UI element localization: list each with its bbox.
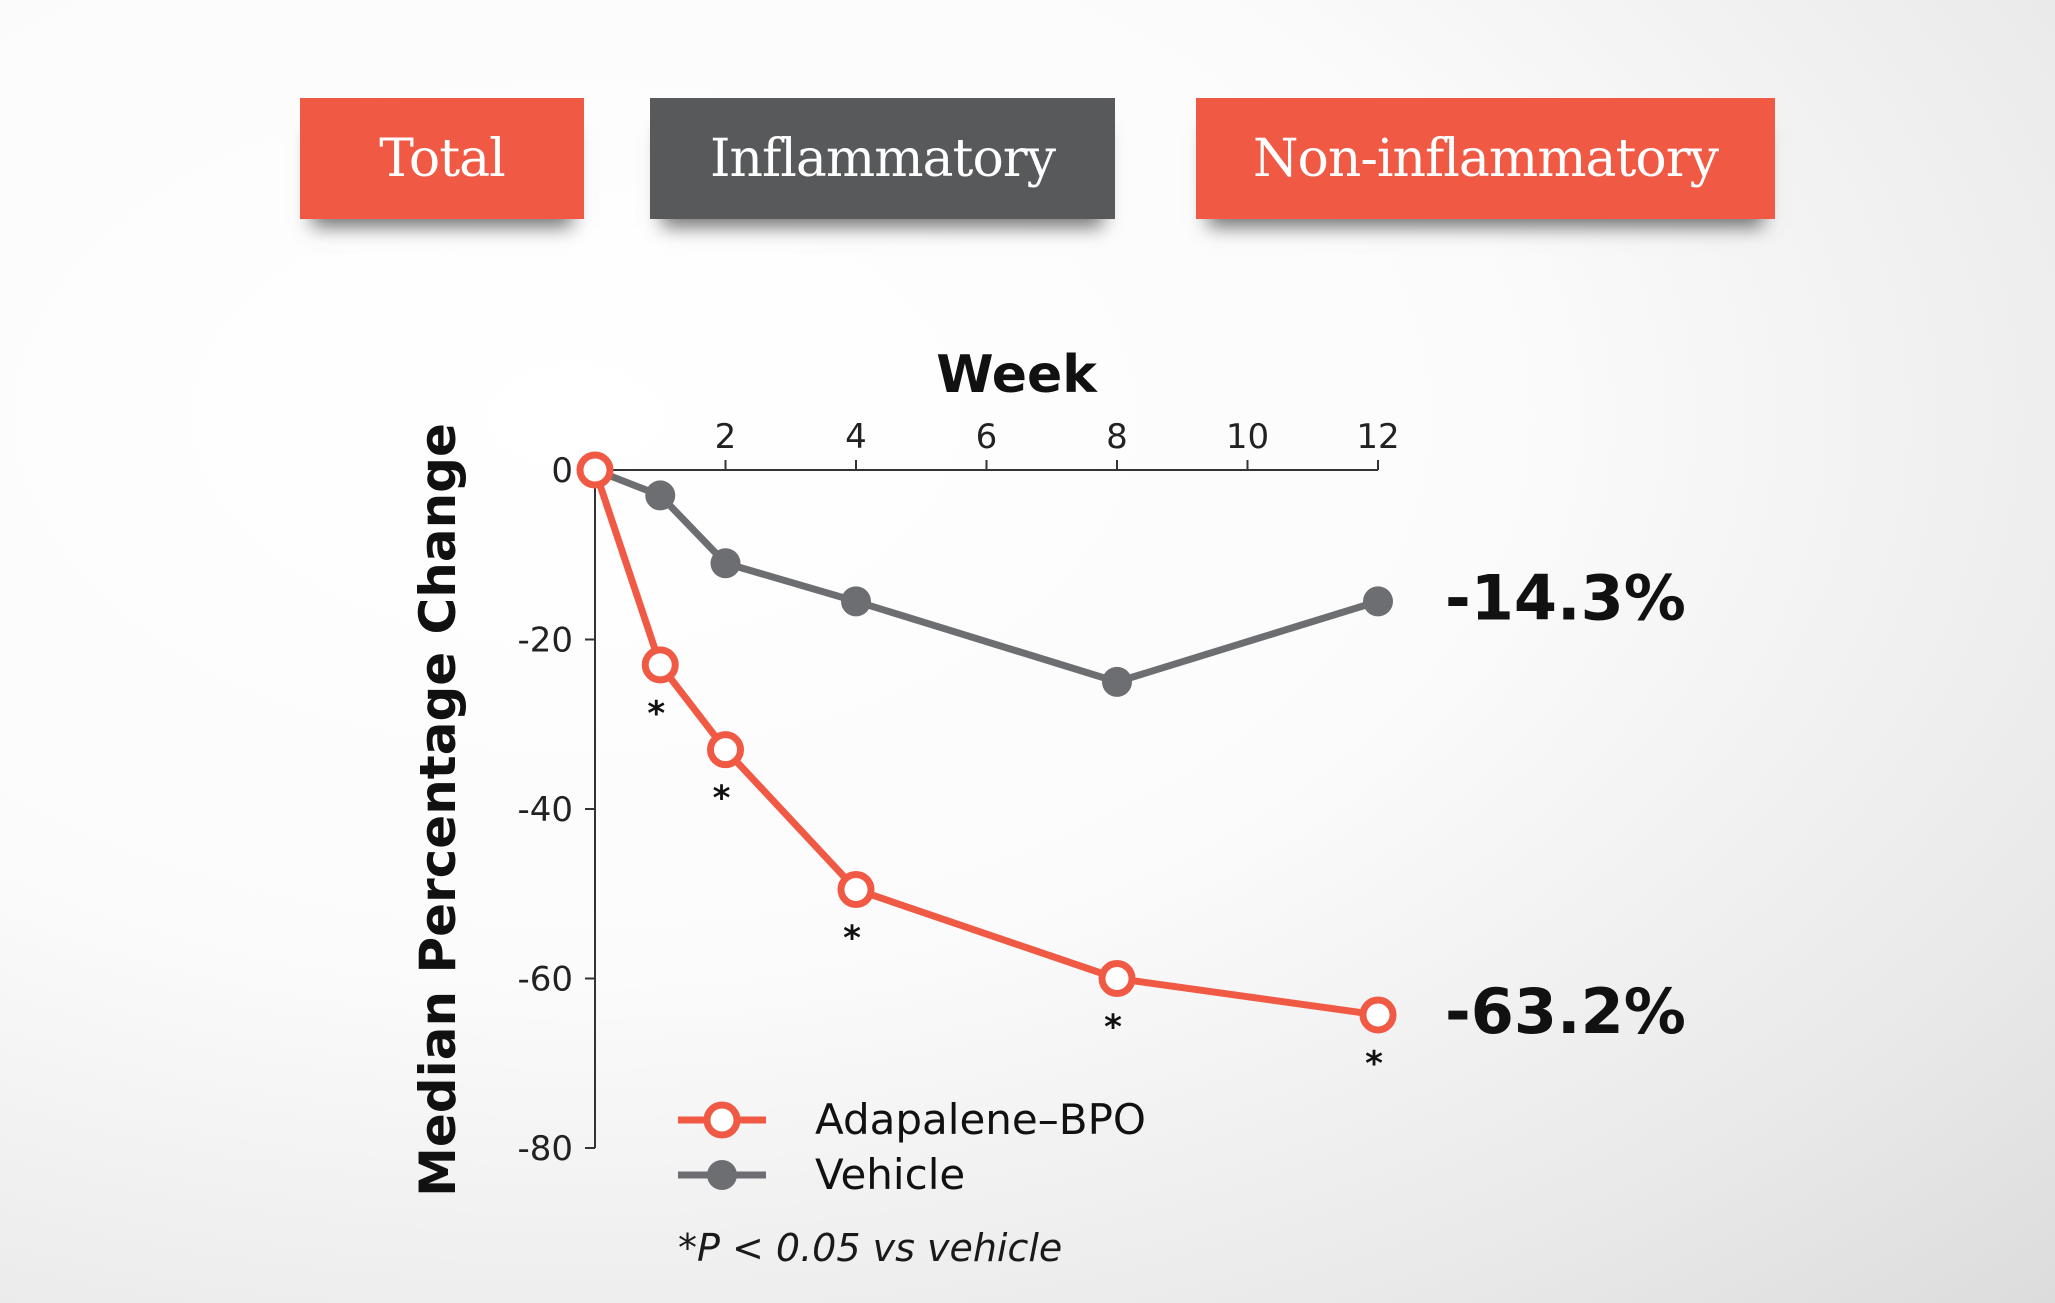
y-tick-label: 0 [551,451,573,491]
series-adapalene-bpo: * * * * * -63.2% [576,451,1686,1084]
y-tick-label: -80 [517,1129,573,1169]
data-point [710,548,741,579]
x-tick-label: 8 [1106,417,1128,457]
data-point [1102,666,1132,697]
end-value-label: -63.2% [1445,975,1686,1048]
y-tick-label: -60 [517,960,573,1000]
series-vehicle: -14.3% [580,455,1686,697]
legend-marker [707,1160,737,1190]
y-tick-label: -40 [517,790,573,830]
tab-inflammatory[interactable]: Inflammatory [650,98,1115,219]
legend-label: Vehicle [815,1150,965,1199]
tab-total[interactable]: Total [300,98,584,219]
x-axis-label: Week [936,345,1098,405]
data-point [1098,960,1136,997]
x-tick-label: 10 [1226,417,1269,457]
data-point [1363,586,1393,617]
series-line [593,466,1380,686]
significance-marker: * [713,779,731,819]
x-tick-label: 6 [976,417,998,457]
legend-marker [703,1101,741,1139]
significance-marker: * [647,694,665,734]
x-tick-label: 4 [845,417,867,457]
data-point [837,871,875,909]
chart-axes: 2 4 6 8 10 12 0 -20 -40 -60 -80 Week Median Percenta… [409,345,1400,1197]
y-tick-label: -20 [517,621,573,661]
significance-marker: * [1365,1044,1383,1084]
data-point [1359,996,1397,1034]
series-line [591,468,1379,1019]
data-point [645,480,676,511]
tab-non-inflammatory[interactable]: Non-inflammatory [1196,98,1775,219]
legend-item-vehicle: Vehicle [678,1150,965,1199]
chart-series: -14.3% * * * * * -63.2% [576,451,1686,1084]
legend-label: Adapalene–BPO [815,1095,1146,1144]
x-tick-label: 12 [1356,417,1399,457]
significance-marker: * [1104,1008,1122,1048]
legend-item-adapalene-bpo: Adapalene–BPO [678,1095,1146,1144]
x-tick-label: 2 [715,417,737,457]
data-point [841,586,871,617]
data-point [641,646,679,684]
end-value-label: -14.3% [1445,561,1686,634]
chart-legend: Adapalene–BPO Vehicle [678,1095,1146,1199]
footnote: *P < 0.05 vs vehicle [678,1226,1063,1270]
data-point [576,451,614,489]
y-axis-label: Median Percentage Change [409,423,467,1197]
data-point [707,731,744,769]
significance-marker: * [843,919,861,959]
